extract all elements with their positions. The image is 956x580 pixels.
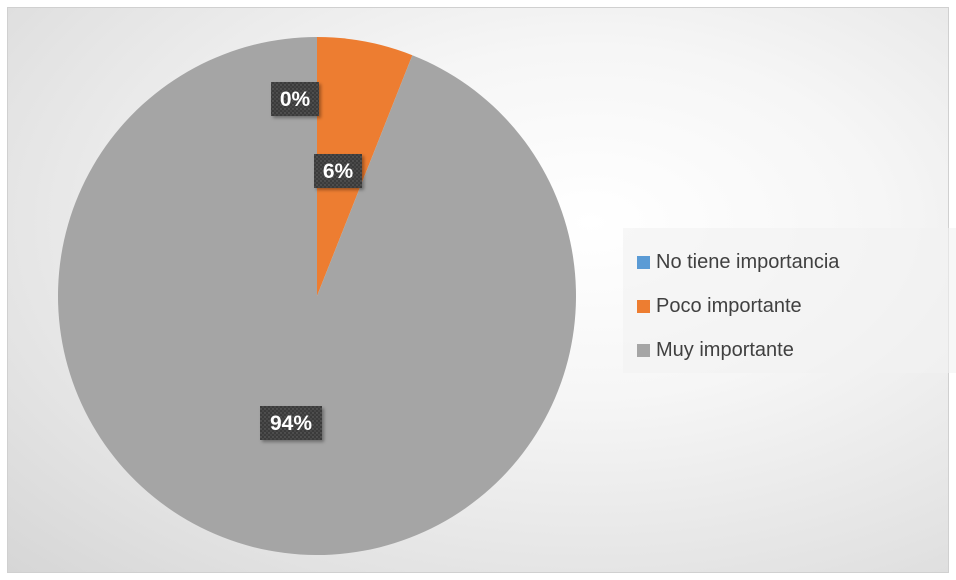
data-label-text: 6% bbox=[323, 160, 354, 183]
legend: No tiene importancia Poco importante Muy i… bbox=[623, 228, 956, 373]
data-label-box bbox=[271, 82, 319, 116]
slice-poco-importante bbox=[317, 37, 413, 296]
data-label-0: 0% bbox=[271, 82, 319, 116]
legend-item-no-tiene-importancia: No tiene importancia bbox=[637, 250, 839, 274]
chart-area: 0% 6% 94% No tiene importancia Poco importa… bbox=[7, 7, 956, 573]
pie-chart: 0% 6% 94% bbox=[57, 37, 576, 555]
legend-item-muy-importante: Muy importante bbox=[637, 338, 794, 362]
data-label-2: 94% bbox=[260, 406, 322, 440]
data-label-text: 94% bbox=[270, 412, 312, 435]
legend-swatch bbox=[637, 299, 650, 313]
legend-item-poco-importante: Poco importante bbox=[637, 294, 802, 318]
legend-swatch bbox=[637, 343, 650, 357]
data-label-1: 6% bbox=[314, 154, 362, 188]
legend-label: Muy importante bbox=[656, 338, 794, 361]
slice-muy-importante bbox=[57, 37, 576, 555]
data-label-text: 0% bbox=[280, 88, 311, 111]
data-label-box bbox=[260, 406, 322, 440]
legend-label: No tiene importancia bbox=[656, 250, 840, 273]
legend-swatch bbox=[637, 255, 650, 269]
legend-label: Poco importante bbox=[656, 294, 802, 317]
data-label-box bbox=[314, 154, 362, 188]
